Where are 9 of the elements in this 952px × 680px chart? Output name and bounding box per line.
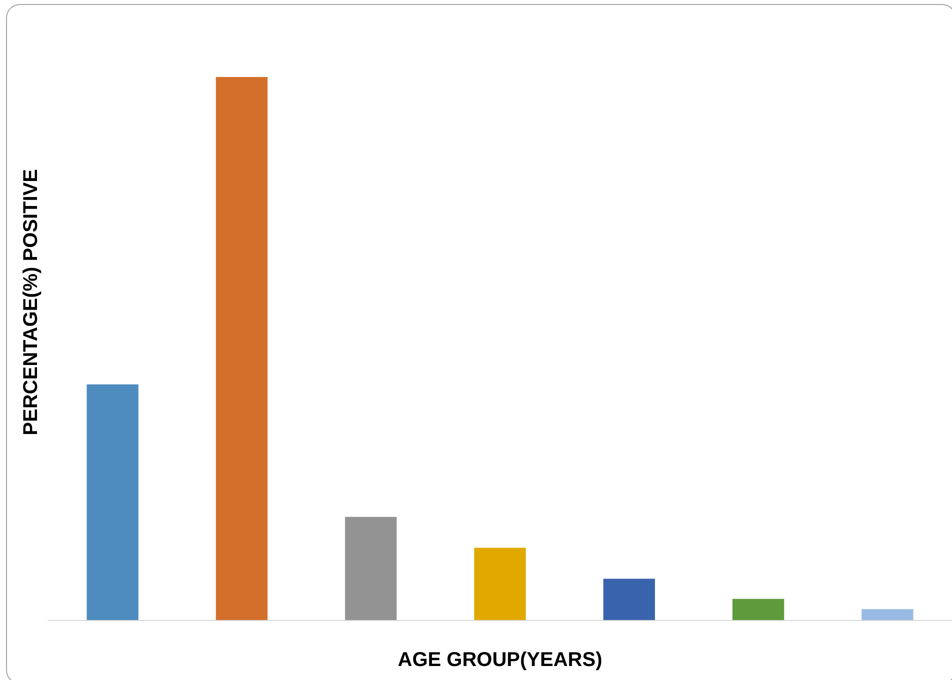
bar — [603, 578, 655, 620]
bar — [345, 516, 397, 620]
bar — [732, 598, 784, 620]
y-axis-title: PERCENTAGE(%) POSITIVE — [20, 169, 42, 436]
bar — [862, 609, 914, 620]
x-axis-title: AGE GROUP(YEARS) — [398, 649, 602, 671]
bar — [216, 77, 268, 620]
bar — [474, 548, 526, 620]
bar — [86, 384, 138, 620]
